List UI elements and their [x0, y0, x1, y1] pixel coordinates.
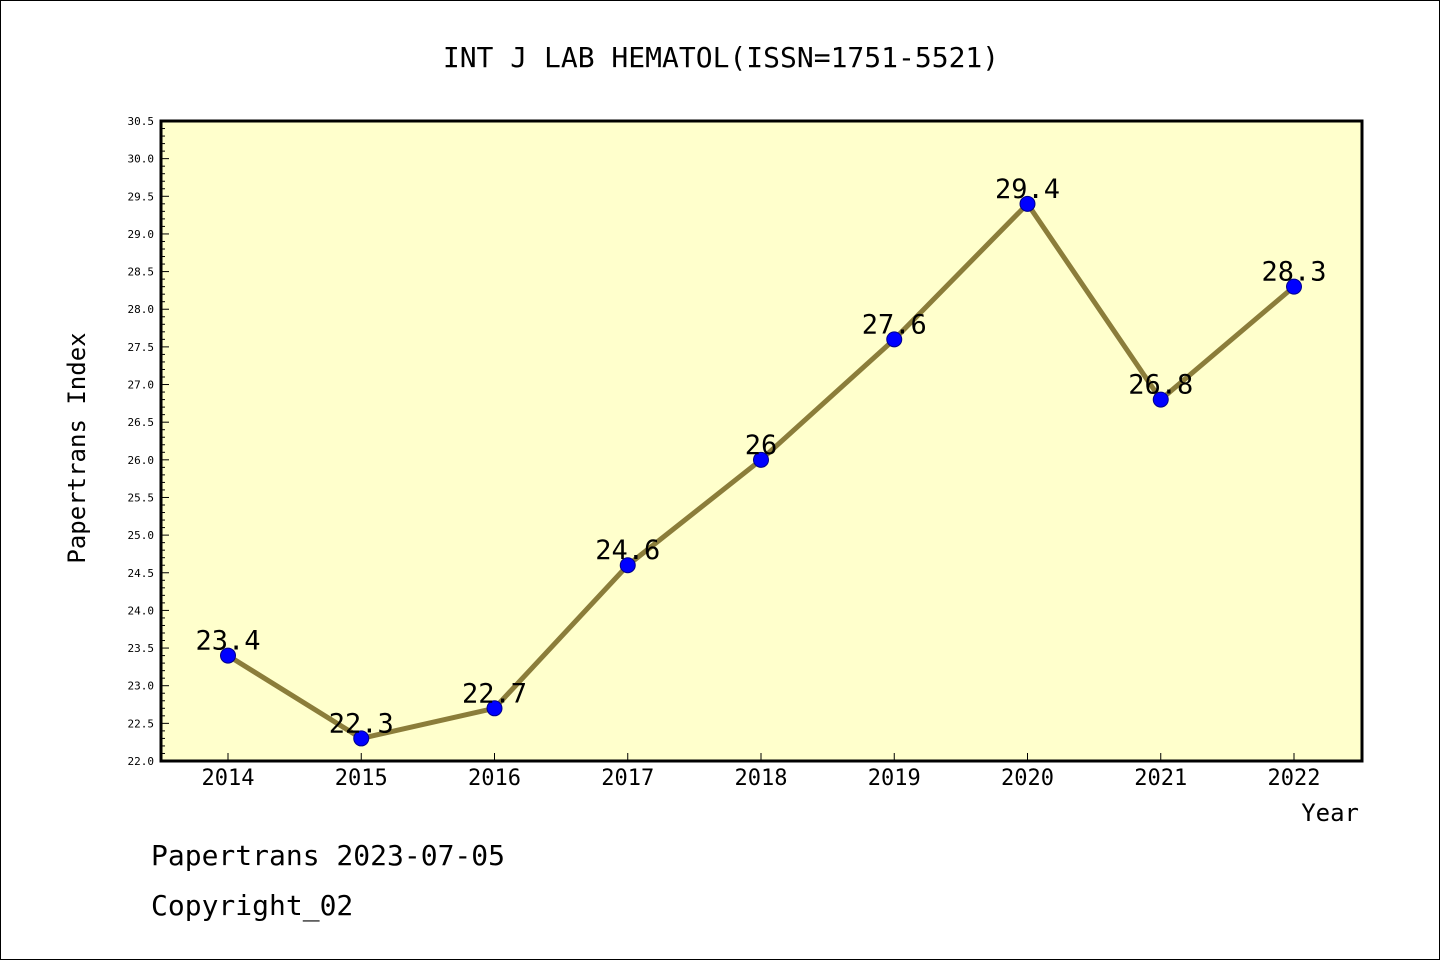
- x-tick-label: 2019: [868, 766, 921, 791]
- plot-area: [161, 121, 1362, 761]
- x-tick-label: 2018: [735, 766, 788, 791]
- data-label: 28.3: [1261, 257, 1326, 288]
- x-tick-label: 2015: [335, 766, 388, 791]
- y-tick-label: 24.5: [128, 567, 155, 580]
- data-label: 23.4: [195, 626, 260, 657]
- chart-title: INT J LAB HEMATOL(ISSN=1751-5521): [443, 41, 999, 74]
- data-point: [1286, 278, 1302, 295]
- y-tick-label: 28.5: [128, 266, 155, 279]
- footer-date: Papertrans 2023-07-05: [151, 839, 505, 872]
- data-point: [486, 700, 503, 717]
- y-tick-label: 26.0: [128, 454, 155, 467]
- x-axis-ticks: 2014 2015 2016 2017 2018 2019 2020 2021 2022: [202, 753, 1321, 791]
- y-tick-label: 24.0: [128, 604, 155, 617]
- data-label: 26: [745, 430, 778, 461]
- y-tick-label: 29.0: [128, 228, 155, 241]
- y-tick-label: 27.0: [128, 379, 155, 392]
- y-tick-label: 30.5: [128, 115, 155, 128]
- x-tick-label: 2020: [1001, 766, 1054, 791]
- y-tick-label: 25.5: [128, 491, 155, 504]
- y-tick-label: 27.5: [128, 341, 155, 354]
- y-tick-label: 23.5: [128, 642, 155, 655]
- data-point: [220, 647, 236, 664]
- y-axis-title: Papertrans Index: [63, 332, 91, 563]
- y-tick-label: 29.5: [128, 190, 155, 203]
- y-tick-label: 26.5: [128, 416, 155, 429]
- data-label: 26.8: [1128, 370, 1193, 401]
- y-tick-label: 30.0: [128, 153, 155, 166]
- y-tick-label: 25.0: [128, 529, 155, 542]
- data-point: [619, 557, 636, 574]
- y-axis-ticks: 22.0 22.5 23.0 23.5 24.0 24.5 25.0 25.5 26.0 26.5…: [128, 115, 169, 768]
- data-label: 22.7: [462, 678, 527, 709]
- series-layer: 23.4 22.3 22.7 24.6 26 27.6 29.4 26.8 28.3: [195, 174, 1327, 747]
- y-tick-label: 23.0: [128, 680, 155, 693]
- y-tick-label: 22.0: [128, 755, 155, 768]
- data-point: [1019, 195, 1036, 212]
- plot-border: [159, 119, 1364, 763]
- data-point: [353, 730, 370, 747]
- x-tick-label: 2017: [601, 766, 654, 791]
- x-tick-label: 2021: [1134, 766, 1187, 791]
- y-tick-label: 28.0: [128, 303, 155, 316]
- data-label: 29.4: [995, 174, 1060, 205]
- footer-copyright: Copyright_02: [151, 889, 353, 923]
- data-label: 27.6: [862, 309, 927, 340]
- data-point: [886, 331, 903, 348]
- x-tick-label: 2016: [468, 766, 521, 791]
- x-tick-label: 2014: [202, 766, 255, 791]
- x-axis-title: Year: [1301, 799, 1359, 827]
- data-label: 22.3: [329, 708, 394, 739]
- data-label: 24.6: [595, 535, 660, 566]
- data-point: [1152, 391, 1169, 408]
- x-tick-label: 2022: [1268, 766, 1321, 791]
- data-point: [753, 451, 769, 468]
- y-tick-label: 22.5: [128, 717, 155, 730]
